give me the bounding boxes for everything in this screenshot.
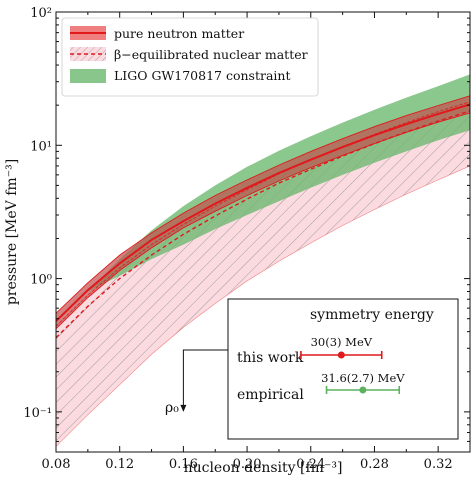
legend-item-beta: β−equilibrated nuclear matter <box>70 47 308 62</box>
x-tick-label: 0.24 <box>296 457 325 472</box>
y-axis-label: pressure [MeV fm⁻³] <box>4 159 20 305</box>
y-tick-label: 10⁰ <box>30 273 52 288</box>
inset-value-empirical: 31.6(2.7) MeV <box>321 371 405 385</box>
inset-frame <box>227 298 459 440</box>
error-bar-point <box>337 351 345 359</box>
error-bar-point <box>359 386 367 394</box>
ligo-swatch <box>70 69 106 83</box>
pnm-band <box>56 95 470 329</box>
rho0-connector <box>182 349 234 406</box>
inset-row-label-empirical: empirical <box>237 387 304 403</box>
rho0-annotation: ρ₀ <box>165 349 234 416</box>
inset-value-this-work: 30(3) MeV <box>311 335 373 349</box>
pnm-center-line <box>56 103 470 322</box>
pnm-band-lower-edge <box>56 112 470 330</box>
symmetry-energy-inset: symmetry energy this work empirical 30(3… <box>227 298 459 440</box>
x-axis-label: nucleon density [fm⁻³] <box>184 460 343 476</box>
legend-label-pnm: pure neutron matter <box>114 26 244 41</box>
x-tick-label: 0.20 <box>233 457 262 472</box>
legend: pure neutron matter β−equilibrated nucle… <box>61 17 319 97</box>
legend-label-ligo: LIGO GW170817 constraint <box>114 68 290 83</box>
beta-band-upper-edge <box>56 101 470 327</box>
rho0-label: ρ₀ <box>165 400 179 416</box>
legend-item-ligo: LIGO GW170817 constraint <box>70 68 290 83</box>
rho0-arrowhead <box>180 404 187 412</box>
pnm-band-upper-edge <box>56 95 470 314</box>
y-tick-label: 10⁻¹ <box>23 406 52 421</box>
beta-center-line <box>56 110 470 339</box>
y-tick-label: 10² <box>30 6 52 21</box>
x-tick-label: 0.32 <box>424 457 453 472</box>
inset-title: symmetry energy <box>310 307 434 323</box>
legend-item-pnm: pure neutron matter <box>70 26 244 41</box>
x-tick-label: 0.28 <box>360 457 389 472</box>
x-tick-label: 0.16 <box>169 457 198 472</box>
legend-label-beta: β−equilibrated nuclear matter <box>114 47 308 62</box>
inset-row-label-this-work: this work <box>237 350 304 366</box>
x-tick-label: 0.08 <box>42 457 71 472</box>
x-tick-label: 0.12 <box>105 457 134 472</box>
plot-frame <box>55 11 471 453</box>
y-tick-label: 10¹ <box>30 139 52 154</box>
